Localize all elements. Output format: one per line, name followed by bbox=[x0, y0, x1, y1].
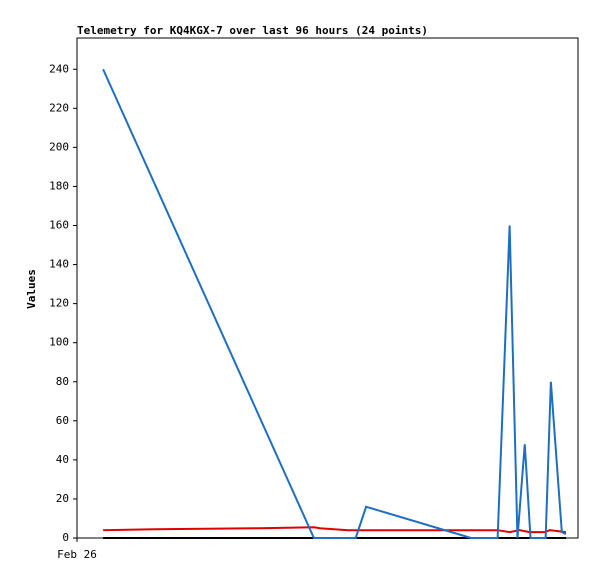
y-tick-label: 220 bbox=[49, 101, 69, 114]
y-tick-label: 120 bbox=[49, 297, 69, 310]
x-tick-label: Feb 26 bbox=[57, 548, 97, 561]
chart-title: Telemetry for KQ4KGX-7 over last 96 hour… bbox=[77, 24, 428, 37]
y-tick-label: 0 bbox=[62, 531, 69, 544]
y-tick-label: 60 bbox=[56, 414, 69, 427]
y-tick-label: 180 bbox=[49, 179, 69, 192]
y-tick-label: 240 bbox=[49, 62, 69, 75]
y-tick-label: 160 bbox=[49, 219, 69, 232]
y-tick-label: 200 bbox=[49, 140, 69, 153]
y-tick-label: 20 bbox=[56, 492, 69, 505]
y-axis-label: Values bbox=[25, 269, 38, 309]
y-tick-label: 140 bbox=[49, 258, 69, 271]
y-tick-label: 100 bbox=[49, 336, 69, 349]
y-tick-label: 80 bbox=[56, 375, 69, 388]
series-line bbox=[102, 68, 567, 539]
y-tick-label: 40 bbox=[56, 453, 69, 466]
